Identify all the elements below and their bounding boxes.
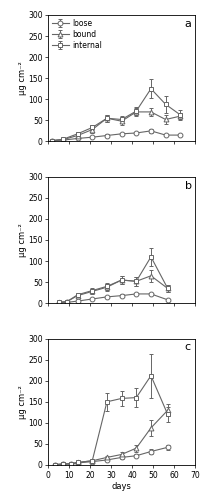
- X-axis label: days: days: [111, 482, 131, 492]
- Y-axis label: µg cm⁻²: µg cm⁻²: [18, 385, 27, 418]
- Text: c: c: [184, 342, 190, 352]
- Legend: loose, bound, internal: loose, bound, internal: [50, 18, 103, 51]
- Text: b: b: [184, 180, 191, 190]
- Text: a: a: [184, 19, 191, 29]
- Y-axis label: µg cm⁻²: µg cm⁻²: [18, 62, 27, 95]
- Y-axis label: µg cm⁻²: µg cm⁻²: [18, 223, 27, 257]
